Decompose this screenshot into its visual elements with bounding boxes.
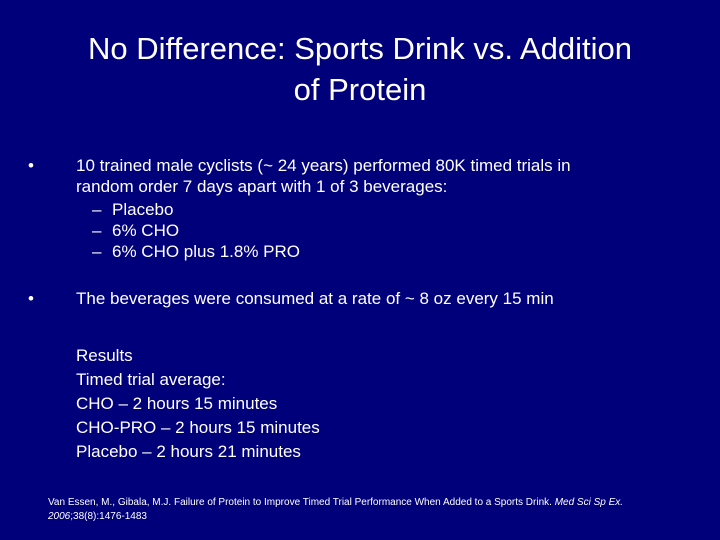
sub-bullet-marker: – — [92, 242, 102, 261]
bullet-marker: • — [28, 156, 34, 175]
results-line: CHO-PRO – 2 hours 15 minutes — [76, 418, 320, 437]
bullet-list: • 10 trained male cyclists (~ 24 years) … — [28, 155, 708, 309]
citation: Van Essen, M., Gibala, M.J. Failure of P… — [48, 496, 698, 524]
results-heading: Results — [76, 346, 133, 365]
sub-bullet-text: 6% CHO plus 1.8% PRO — [112, 242, 301, 261]
slide-title: No Difference: Sports Drink vs. Addition… — [20, 28, 700, 110]
citation-volume: ;38(8):1476-1483 — [70, 511, 147, 522]
bullet-text-line: The beverages were consumed at a rate of… — [76, 289, 554, 308]
sub-bullet-marker: – — [92, 221, 102, 240]
bullet-text-line: random order 7 days apart with 1 of 3 be… — [76, 177, 448, 196]
bullet-item: • The beverages were consumed at a rate … — [28, 288, 708, 309]
bullet-text-line: 10 trained male cyclists (~ 24 years) pe… — [76, 156, 571, 175]
sub-bullet-marker: – — [92, 200, 102, 219]
title-line-2: of Protein — [293, 72, 427, 107]
citation-text: Van Essen, M., Gibala, M.J. Failure of P… — [48, 497, 552, 508]
bullet-item: • 10 trained male cyclists (~ 24 years) … — [28, 155, 708, 262]
results-line: Placebo – 2 hours 21 minutes — [76, 442, 301, 461]
results-line: Timed trial average: — [76, 370, 226, 389]
sub-bullet-item: – 6% CHO plus 1.8% PRO — [76, 241, 708, 262]
sub-bullet-text: Placebo — [112, 200, 174, 219]
results-line: CHO – 2 hours 15 minutes — [76, 394, 278, 413]
spacer — [28, 262, 708, 288]
sub-bullet-item: – Placebo — [76, 199, 708, 220]
sub-bullet-list: – Placebo – 6% CHO – 6% CHO plus 1.8% PR… — [76, 199, 708, 262]
results-block: Results Timed trial average: CHO – 2 hou… — [76, 344, 320, 464]
sub-bullet-text: 6% CHO — [112, 221, 180, 240]
title-line-1: No Difference: Sports Drink vs. Addition — [88, 31, 632, 66]
sub-bullet-item: – 6% CHO — [76, 220, 708, 241]
bullet-marker: • — [28, 289, 34, 308]
citation-journal: Med Sci Sp Ex. 2006 — [48, 497, 624, 522]
